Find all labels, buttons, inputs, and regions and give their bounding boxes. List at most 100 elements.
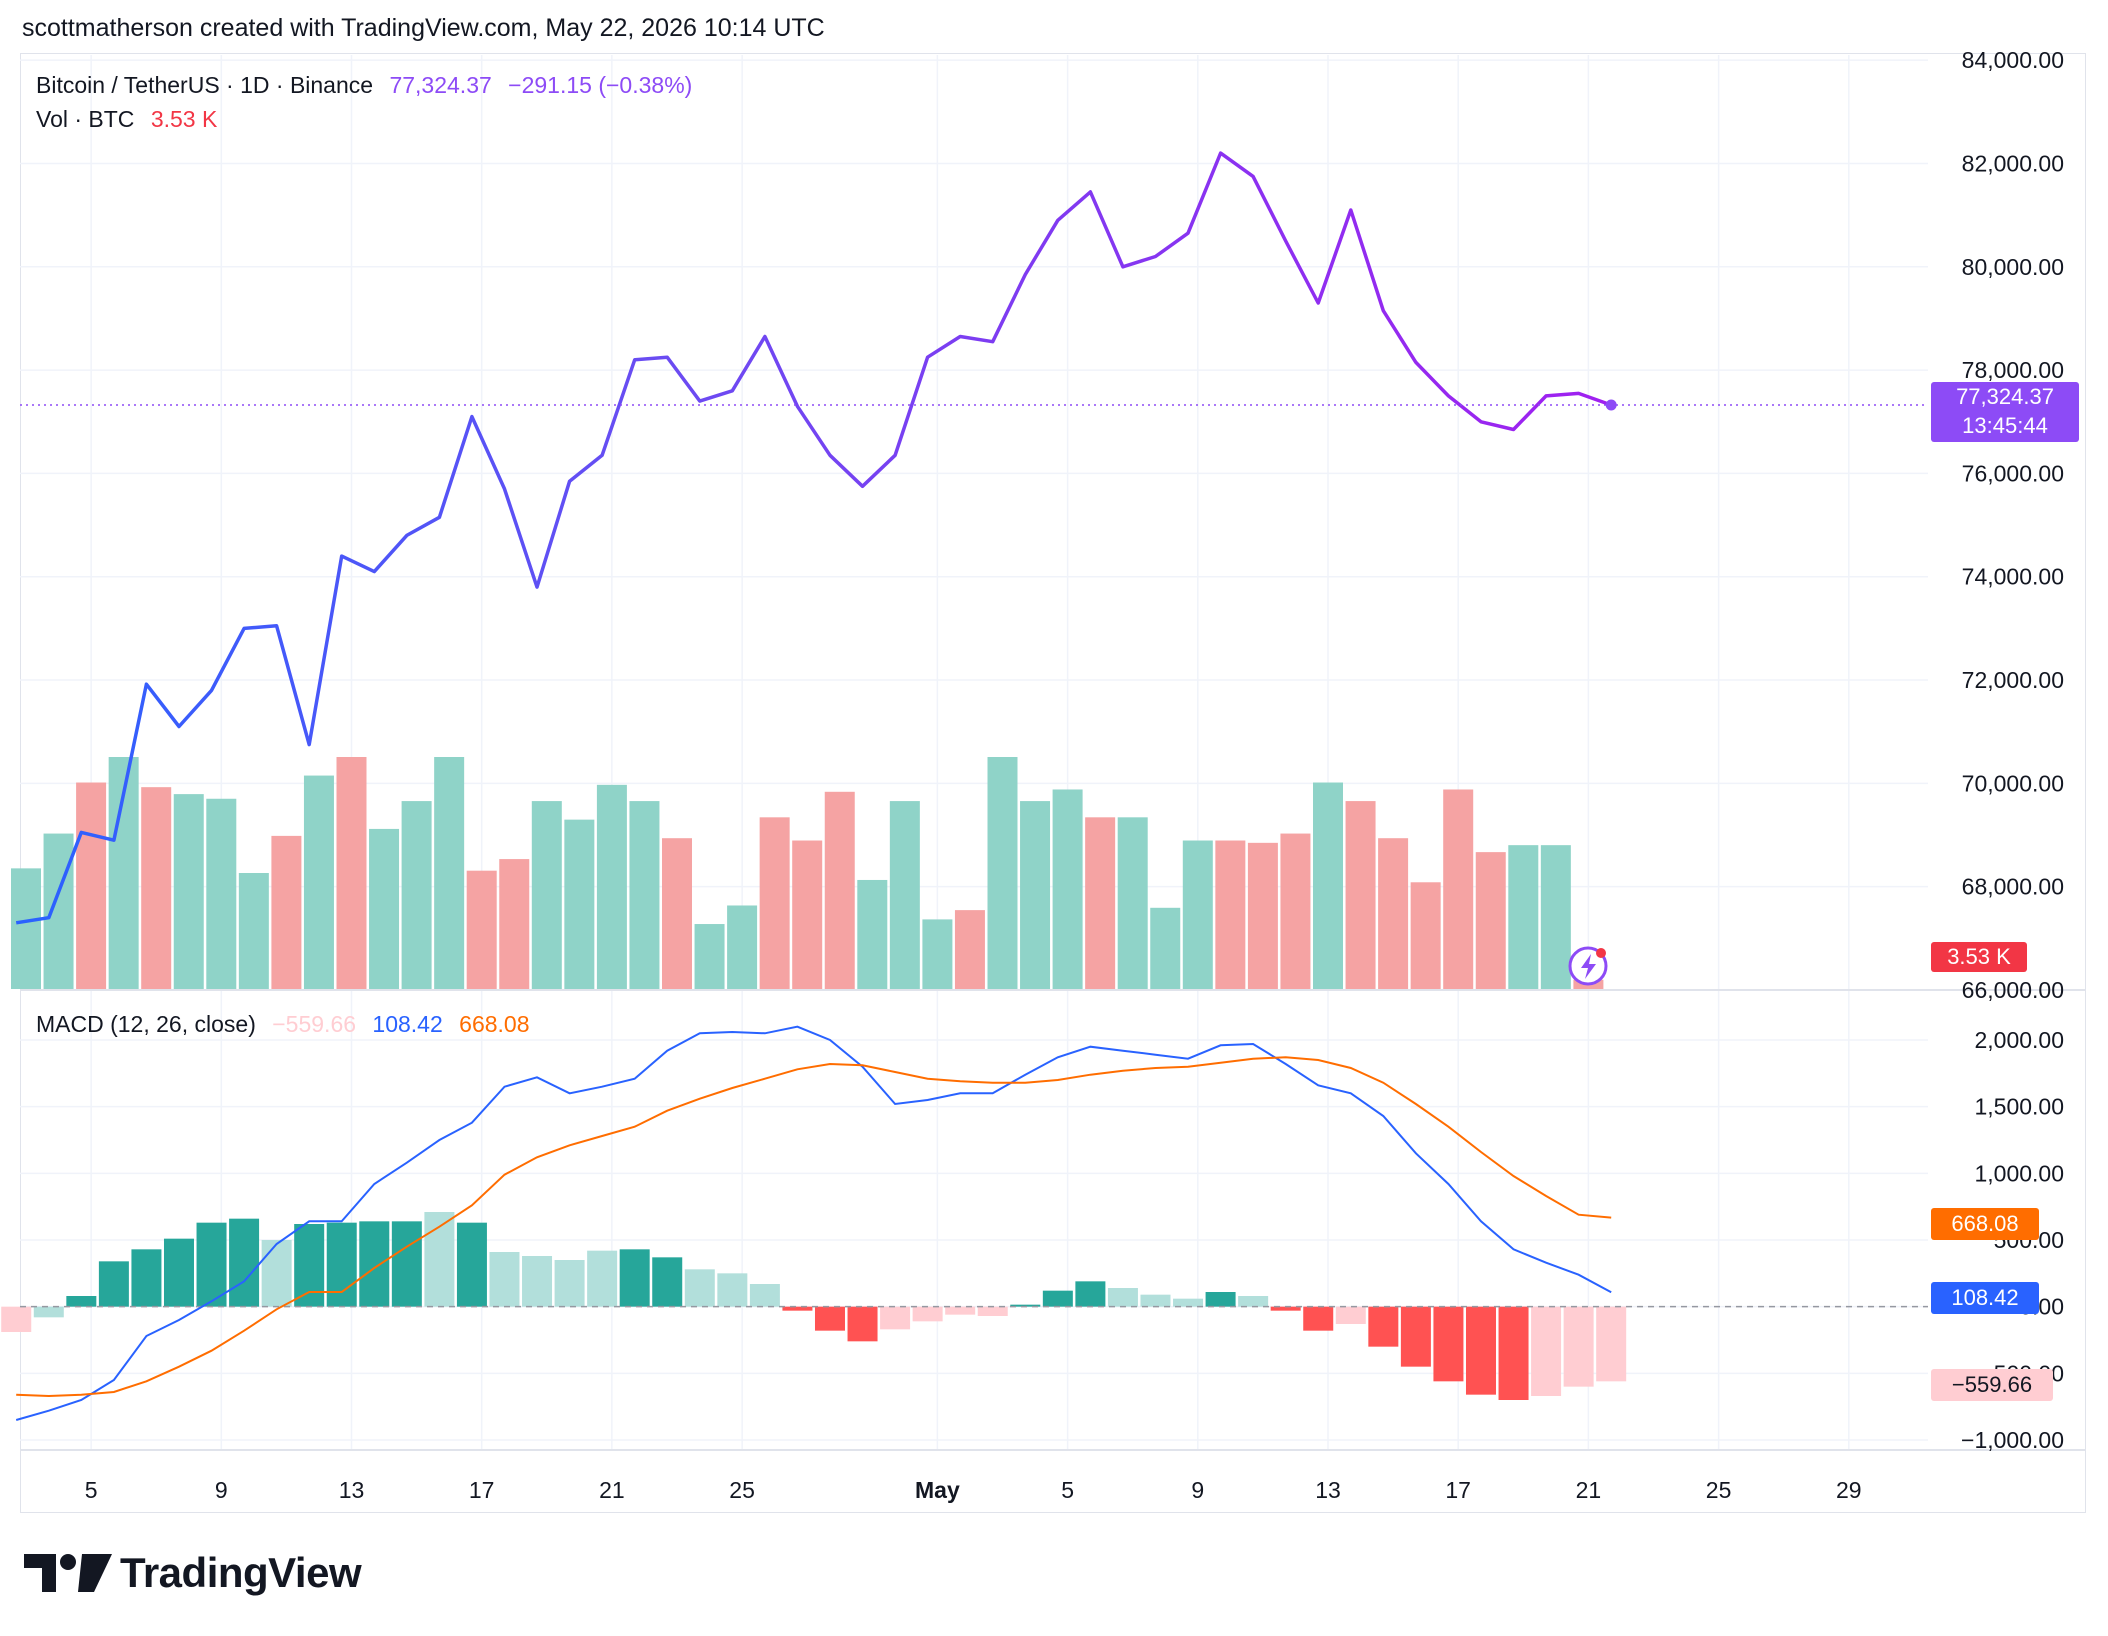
volume-bar: [954, 910, 985, 989]
price-axis-label: 68,000.00: [1962, 874, 2064, 900]
macd-tag-value: 108.42: [1951, 1285, 2019, 1310]
volume-bar: [1020, 801, 1051, 989]
volume-bar: [271, 835, 302, 989]
macd-histogram-bar: [66, 1296, 97, 1307]
tradingview-logo-icon: [24, 1554, 112, 1592]
volume-bar: [336, 757, 367, 989]
macd-signal-value: 668.08: [459, 1011, 530, 1037]
volume-tag-value: 3.53 K: [1947, 944, 2011, 969]
volume-bar: [303, 775, 334, 989]
volume-bar: [629, 801, 660, 989]
macd-histogram-bar: [1270, 1306, 1301, 1311]
macd-histogram-bar: [1563, 1306, 1594, 1387]
volume-bar: [596, 784, 627, 989]
macd-histogram-bar: [456, 1222, 487, 1307]
macd-axis-label: 1,500.00: [1974, 1094, 2064, 1120]
time-axis-label: 25: [1706, 1477, 1732, 1503]
tradingview-brand[interactable]: TradingView: [22, 1548, 362, 1598]
volume-bar: [1378, 838, 1409, 989]
chart-credit: scottmatherson created with TradingView.…: [22, 14, 825, 42]
macd-histogram-bar: [522, 1256, 553, 1307]
macd-histogram-bar: [98, 1261, 129, 1307]
time-axis-label: 25: [729, 1477, 755, 1503]
volume-bar: [499, 859, 530, 989]
time-axis-label: 9: [215, 1477, 228, 1503]
volume-bar: [206, 798, 237, 989]
last-price-dot: [1605, 399, 1617, 411]
price-axis-label: 78,000.00: [1962, 357, 2064, 383]
macd-axis-label: −1,000.00: [1961, 1427, 2064, 1453]
macd-histogram-bar: [1303, 1306, 1334, 1331]
macd-histogram: [1, 1212, 1627, 1400]
time-axis-label: May: [915, 1477, 960, 1503]
volume-bar: [401, 801, 432, 989]
histogram-tag-value: −559.66: [1951, 1372, 2033, 1397]
lightning-icon: [1568, 946, 1608, 986]
volume-bar: [662, 838, 692, 989]
volume-bar: [173, 794, 204, 989]
volume-bar: [1443, 789, 1474, 989]
macd-histogram-value: −559.66: [272, 1011, 357, 1037]
volume-bar: [824, 791, 855, 989]
macd-histogram-bar: [1107, 1288, 1138, 1307]
volume-bar: [987, 757, 1018, 989]
macd-histogram-bar: [1498, 1306, 1529, 1400]
volume-value-text: 3.53 K: [150, 106, 218, 132]
volume-bar: [694, 924, 725, 989]
macd-histogram-bar: [1531, 1306, 1562, 1396]
macd-histogram-bar: [1400, 1306, 1431, 1367]
volume-bar: [1052, 789, 1083, 989]
macd-histogram-bar: [782, 1306, 813, 1311]
volume-bar: [1410, 882, 1441, 989]
signal-tag: 668.08: [1931, 1208, 2039, 1240]
volume-title[interactable]: Vol · BTC: [36, 106, 135, 132]
volume-bar: [531, 801, 562, 989]
price-axis-label: 82,000.00: [1962, 150, 2064, 176]
macd-histogram-bar: [1368, 1306, 1399, 1347]
macd-histogram-bar: [196, 1222, 227, 1307]
macd-histogram-bar: [977, 1306, 1008, 1316]
macd-legend: MACD (12, 26, close) −559.66 108.42 668.…: [36, 1011, 540, 1038]
price-axis: 66,000.00 68,000.00 70,000.00 72,000.00 74,0…: [1962, 47, 2064, 1003]
last-price-tag-value: 77,324.37: [1956, 384, 2054, 409]
volume-bar: [857, 879, 888, 989]
time-axis-label: 17: [1445, 1477, 1471, 1503]
last-price-text: 77,324.37: [389, 72, 492, 98]
macd-histogram-bar: [1335, 1306, 1366, 1324]
macd-title[interactable]: MACD (12, 26, close): [36, 1011, 256, 1037]
macd-histogram-bar: [1140, 1294, 1171, 1307]
volume-bar: [1540, 845, 1571, 989]
time-axis-label: 21: [599, 1477, 625, 1503]
price-axis-label: 84,000.00: [1962, 47, 2064, 73]
macd-histogram-bar: [1465, 1306, 1496, 1395]
macd-axis-label: 1,000.00: [1974, 1160, 2064, 1186]
price-axis-label: 76,000.00: [1962, 460, 2064, 486]
time-axis-label: 21: [1576, 1477, 1602, 1503]
volume-bar: [1215, 840, 1246, 989]
macd-histogram-bar: [163, 1238, 194, 1307]
volume-tag: 3.53 K: [1931, 942, 2027, 972]
price-axis-label: 70,000.00: [1962, 770, 2064, 796]
macd-histogram-bar: [391, 1221, 422, 1307]
signal-tag-value: 668.08: [1951, 1211, 2019, 1236]
time-axis-label: 17: [469, 1477, 495, 1503]
macd-tag: 108.42: [1931, 1282, 2039, 1314]
macd-histogram-bar: [652, 1257, 683, 1307]
macd-histogram-bar: [1, 1306, 32, 1332]
volume-bar: [11, 868, 41, 989]
macd-histogram-bar: [1433, 1306, 1464, 1382]
macd-histogram-bar: [945, 1306, 976, 1315]
macd-histogram-bar: [1596, 1306, 1627, 1382]
chart-canvas[interactable]: 66,000.00 68,000.00 70,000.00 72,000.00 74,0…: [0, 0, 2108, 1540]
symbol-title[interactable]: Bitcoin / TetherUS · 1D · Binance: [36, 72, 374, 98]
time-axis-label: 5: [1061, 1477, 1074, 1503]
macd-line-value: 108.42: [372, 1011, 443, 1037]
volume-legend: Vol · BTC 3.53 K: [36, 106, 227, 133]
volume-bar: [1313, 782, 1343, 989]
macd-histogram-bar: [717, 1273, 748, 1307]
macd-histogram-bar: [684, 1269, 715, 1307]
macd-histogram-bar: [1173, 1298, 1204, 1307]
macd-histogram-bar: [554, 1260, 585, 1307]
volume-bar: [76, 782, 107, 989]
volume-bar: [369, 828, 400, 989]
